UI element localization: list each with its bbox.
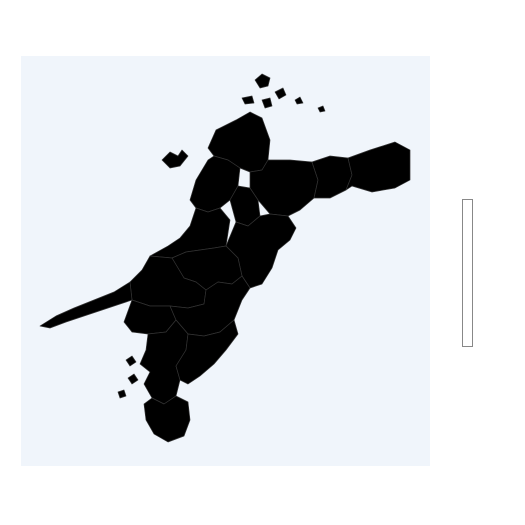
region-ainan <box>143 395 191 443</box>
region-ikata <box>39 281 133 329</box>
region-imabari-islands <box>241 73 326 113</box>
region-kihoku <box>175 319 239 385</box>
region-niihama <box>311 155 353 199</box>
ehime-map <box>39 73 411 443</box>
legend-color-bar <box>462 199 473 347</box>
region-matsuyama-islands <box>161 149 189 169</box>
region-uwajima-islands <box>117 355 139 399</box>
region-shikokuchuo <box>345 141 411 193</box>
